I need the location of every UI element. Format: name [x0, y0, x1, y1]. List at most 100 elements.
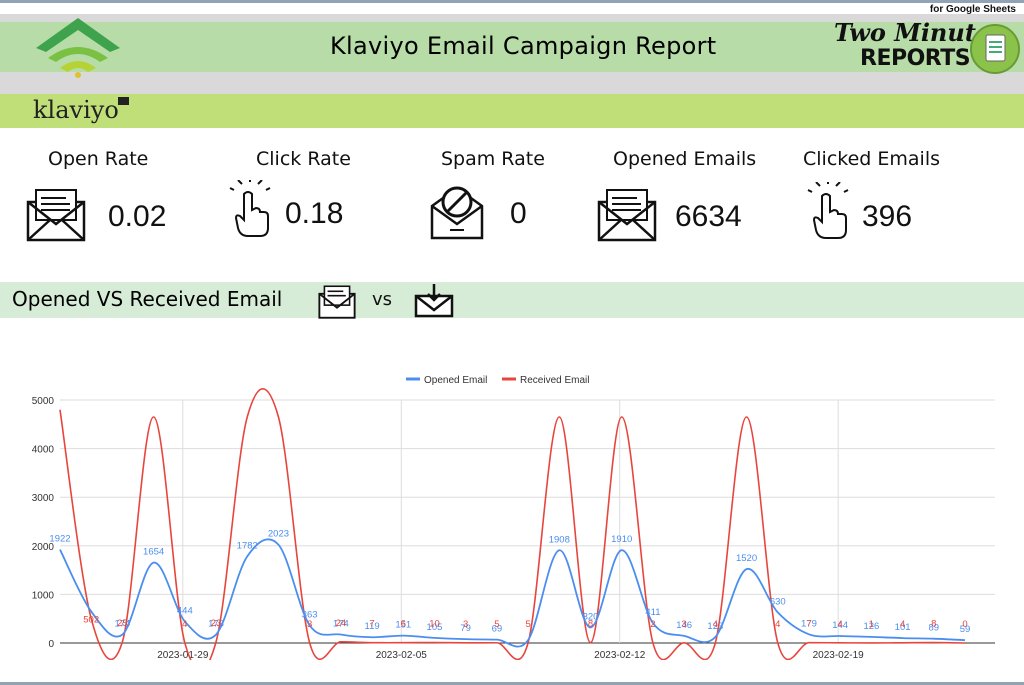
received-data-label: 3 [681, 619, 686, 630]
brand-line2: REPORTS [860, 46, 971, 71]
grey-band-top [0, 14, 1024, 22]
opened-data-label: 146 [676, 620, 692, 631]
click-rate-value: 0.18 [285, 197, 344, 230]
received-data-label: 5 [525, 619, 530, 630]
envelope-download-icon [414, 284, 454, 318]
opened-data-label: 105 [427, 622, 443, 633]
legend-received-label: Received Email [520, 375, 589, 386]
opened-data-label: 174 [333, 619, 349, 630]
received-data-label: 4 [838, 619, 843, 630]
received-data-label: 24 [336, 618, 347, 629]
google-sheets-label: for Google Sheets [929, 4, 1016, 15]
opened-data-label: 144 [832, 620, 848, 631]
opened-data-label: 101 [895, 622, 911, 633]
opened-data-label: 119 [364, 621, 379, 632]
received-data-label: 7 [806, 619, 811, 630]
opened-vs-received-chart: 0 1000 2000 3000 4000 5000 2023-01-29 2023-02-… [32, 375, 995, 660]
section-title: Opened VS Received Email [12, 287, 283, 311]
chart-legend: Opened Email Received Email [406, 375, 589, 386]
opened-data-label: 630 [770, 596, 786, 607]
spam-rate-value: 0 [510, 197, 527, 230]
received-data-label: 2 [650, 619, 655, 630]
x-tick-label: 2023-02-05 [376, 650, 428, 660]
received-data-label: 502 [83, 615, 99, 626]
pointer-hand-icon [229, 180, 271, 237]
opened-data-label: 89 [929, 623, 940, 634]
opened-email-line [59, 538, 966, 648]
opened-data-label: 363 [302, 609, 318, 620]
opened-data-label: 69 [492, 624, 503, 635]
opened-data-label: 2023 [268, 529, 289, 540]
x-tick-label: 2023-02-19 [813, 650, 865, 660]
opened-data-label: 1910 [611, 534, 632, 545]
open-rate-label: Open Rate [48, 148, 149, 170]
received-data-label: 4 [900, 619, 905, 630]
received-data-label: 4 [182, 619, 187, 630]
envelope-letter-icon [597, 189, 657, 242]
opened-data-label: 1520 [736, 553, 757, 564]
bottom-border [0, 682, 1024, 685]
received-data-label: 23 [211, 618, 222, 629]
opened-data-label: 1782 [237, 540, 258, 551]
opened-data-label: 123 [707, 621, 723, 632]
received-data-label: 10 [429, 619, 440, 630]
received-data-label: 3 [307, 619, 312, 630]
klaviyo-flag-icon [118, 97, 129, 105]
opened-emails-label: Opened Emails [613, 148, 757, 170]
clicked-emails-label: Clicked Emails [803, 148, 940, 170]
received-data-label: 3 [463, 619, 468, 630]
received-email-line [59, 388, 966, 660]
open-rate-value: 0.02 [108, 200, 167, 233]
received-data-label: 4 [713, 619, 718, 630]
klaviyo-logo: klaviyo [33, 96, 119, 124]
opened-data-label: 79 [460, 623, 471, 634]
received-data-label: 7 [369, 619, 374, 630]
opened-data-label: 151 [395, 620, 411, 631]
envelope-letter-icon [26, 189, 86, 242]
y-tick-label: 5000 [32, 396, 55, 407]
received-data-label: 6 [401, 619, 406, 630]
grey-band-bottom [0, 72, 1024, 94]
envelope-letter-icon [318, 285, 356, 319]
click-rate-label: Click Rate [256, 148, 351, 170]
opened-data-label: 1922 [49, 534, 70, 545]
brand-line1: Two Minute [834, 18, 992, 47]
opened-data-label: 1654 [143, 547, 164, 558]
clicked-emails-value: 396 [862, 200, 913, 233]
opened-data-label: 444 [177, 605, 193, 616]
wifi-logo-icon [36, 18, 120, 78]
opened-data-label: 1908 [549, 534, 570, 545]
y-tick-label: 0 [48, 639, 54, 650]
section-bar [0, 282, 1024, 318]
opened-data-label: 173 [208, 619, 224, 630]
spam-rate-label: Spam Rate [441, 148, 545, 170]
opened-data-label: 179 [801, 618, 817, 629]
received-data-label: 8 [931, 619, 936, 630]
x-tick-label: 2023-02-12 [594, 650, 646, 660]
opened-data-label: 320 [583, 611, 599, 622]
received-data-label: 1 [869, 619, 874, 630]
x-tick-label: 2023-01-29 [157, 650, 209, 660]
received-data-label: 25 [117, 618, 128, 629]
legend-opened-label: Opened Email [424, 375, 487, 386]
received-data-label: 0 [962, 619, 967, 630]
y-tick-label: 3000 [32, 493, 55, 504]
received-data-label: 4 [775, 619, 780, 630]
spam-envelope-icon [430, 186, 484, 240]
y-tick-label: 4000 [32, 445, 55, 456]
y-tick-label: 2000 [32, 542, 55, 553]
received-data-label: 5 [494, 619, 499, 630]
report-title: Klaviyo Email Campaign Report [330, 32, 717, 60]
sheets-badge-icon [970, 24, 1020, 74]
top-border [0, 0, 1024, 3]
opened-data-label: 59 [960, 624, 971, 635]
y-tick-label: 1000 [32, 590, 55, 601]
pointer-hand-icon [807, 182, 849, 239]
report-header [0, 22, 1024, 72]
opened-data-label: 411 [645, 607, 660, 618]
opened-emails-value: 6634 [675, 200, 742, 233]
brand-logo: Two Minute REPORTS [830, 18, 1024, 78]
klaviyo-bar [0, 94, 1024, 128]
opened-data-label: 126 [863, 621, 879, 632]
vs-label: vs [372, 289, 393, 310]
